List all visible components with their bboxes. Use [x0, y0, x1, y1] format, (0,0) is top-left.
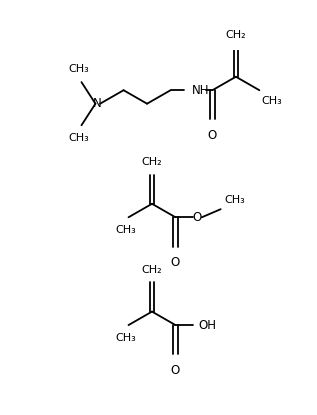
Text: CH₃: CH₃	[116, 333, 137, 343]
Text: NH: NH	[192, 84, 210, 97]
Text: OH: OH	[199, 319, 217, 332]
Text: CH₂: CH₂	[226, 30, 246, 40]
Text: O: O	[171, 364, 180, 376]
Text: O: O	[192, 211, 202, 224]
Text: CH₂: CH₂	[142, 157, 162, 167]
Text: CH₃: CH₃	[69, 64, 89, 74]
Text: N: N	[93, 97, 101, 110]
Text: CH₃: CH₃	[116, 225, 137, 235]
Text: CH₃: CH₃	[224, 195, 245, 205]
Text: CH₂: CH₂	[142, 265, 162, 275]
Text: CH₃: CH₃	[69, 133, 89, 143]
Text: O: O	[171, 256, 180, 269]
Text: O: O	[208, 129, 217, 142]
Text: CH₃: CH₃	[262, 96, 282, 106]
